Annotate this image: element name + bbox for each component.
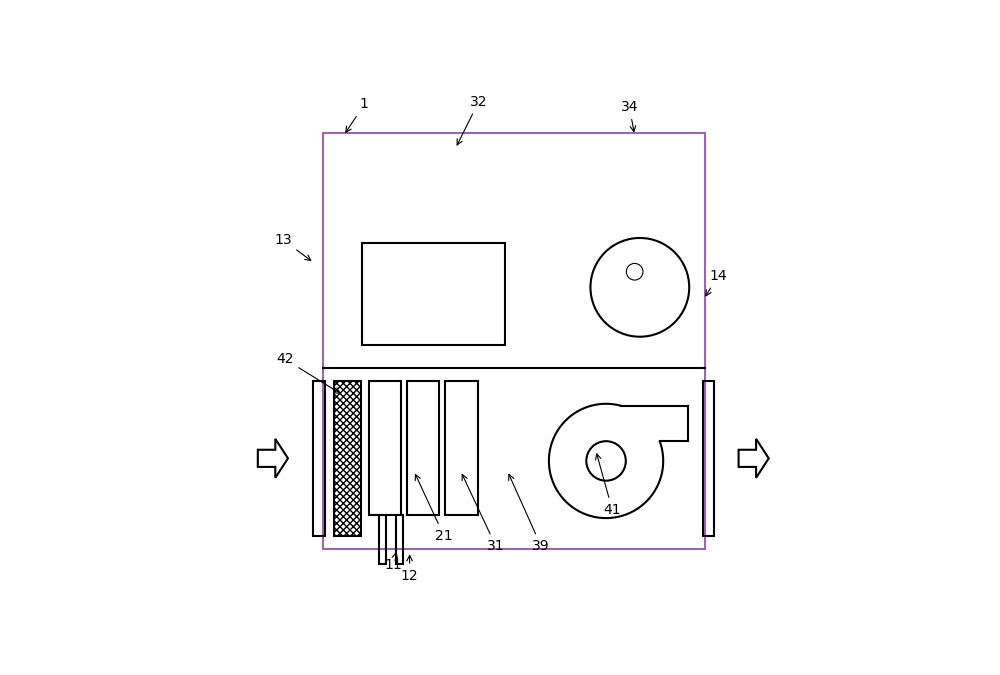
Text: 32: 32 bbox=[457, 95, 487, 145]
Text: 41: 41 bbox=[596, 454, 621, 517]
Text: 12: 12 bbox=[401, 556, 418, 583]
Text: 39: 39 bbox=[509, 475, 550, 554]
Bar bbox=[334, 381, 361, 536]
Text: 21: 21 bbox=[415, 475, 453, 543]
Bar bbox=[407, 381, 439, 515]
Bar bbox=[313, 381, 325, 536]
Text: 11: 11 bbox=[384, 553, 402, 572]
Bar bbox=[396, 515, 403, 564]
Bar bbox=[323, 133, 705, 549]
Bar bbox=[362, 243, 505, 344]
Text: 14: 14 bbox=[706, 269, 727, 296]
Text: 34: 34 bbox=[621, 100, 638, 132]
Text: 1: 1 bbox=[346, 97, 369, 132]
Text: 42: 42 bbox=[276, 352, 340, 394]
Bar bbox=[445, 381, 478, 515]
Text: 13: 13 bbox=[274, 232, 311, 261]
Bar bbox=[703, 381, 714, 536]
Bar bbox=[369, 381, 401, 515]
Text: 31: 31 bbox=[462, 475, 505, 554]
Bar bbox=[379, 515, 386, 564]
Bar bbox=[334, 381, 361, 536]
